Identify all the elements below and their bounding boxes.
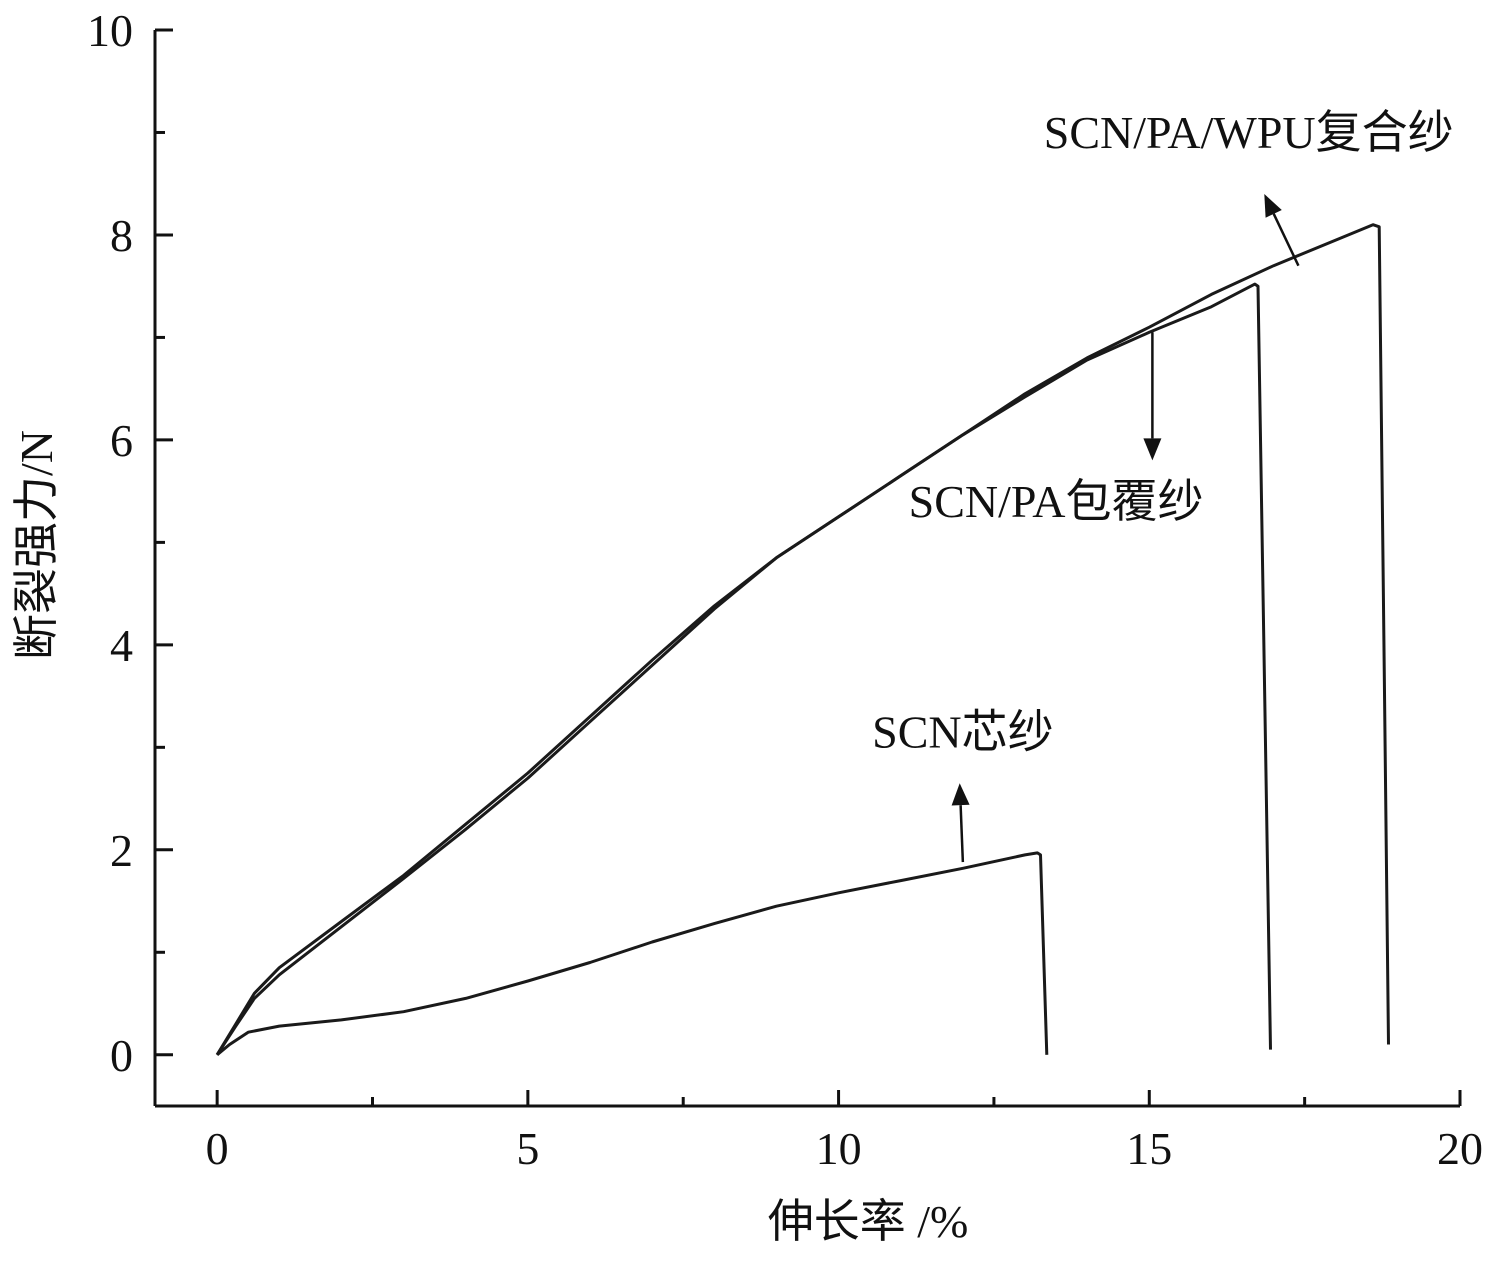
y-tick-label: 2 [110, 825, 133, 876]
annotation-arrow-1 [1272, 213, 1300, 267]
x-axis-title: 伸长率 /% [768, 1196, 969, 1247]
annotation-arrowhead-2 [1143, 438, 1162, 461]
annotation-arrow-3 [959, 805, 965, 863]
series-group [215, 223, 1390, 1056]
x-tick-label: 20 [1437, 1123, 1483, 1174]
x-tick-label: 15 [1126, 1123, 1172, 1174]
y-axis-title: 断裂强力/N [11, 430, 62, 660]
y-tick-label: 10 [87, 5, 133, 56]
ticks: 0 5 10 15 20 0 2 4 6 8 10 [87, 5, 1483, 1174]
x-tick-label: 10 [816, 1123, 862, 1174]
x-tick-label: 0 [206, 1123, 229, 1174]
y-tick-label: 8 [110, 210, 133, 261]
x-tick-label: 5 [516, 1123, 539, 1174]
annotations: SCN/PA/WPU复合纱 SCN/PA包覆纱 SCN芯纱 [872, 107, 1454, 863]
series-line-2 [215, 282, 1272, 1056]
y-tick-label: 6 [110, 415, 133, 466]
series-line-3 [216, 851, 1049, 1056]
annotation-arrowhead-3 [951, 783, 970, 806]
annotation-label-3: SCN芯纱 [872, 706, 1053, 757]
annotation-label-1: SCN/PA/WPU复合纱 [1044, 107, 1454, 158]
axes-frame [153, 30, 1460, 1108]
annotation-label-2: SCN/PA包覆纱 [909, 476, 1204, 527]
annotation-arrowhead-1 [1264, 194, 1282, 218]
y-tick-label: 0 [110, 1030, 133, 1081]
series-line-1 [215, 223, 1390, 1056]
y-tick-label: 4 [110, 620, 133, 671]
